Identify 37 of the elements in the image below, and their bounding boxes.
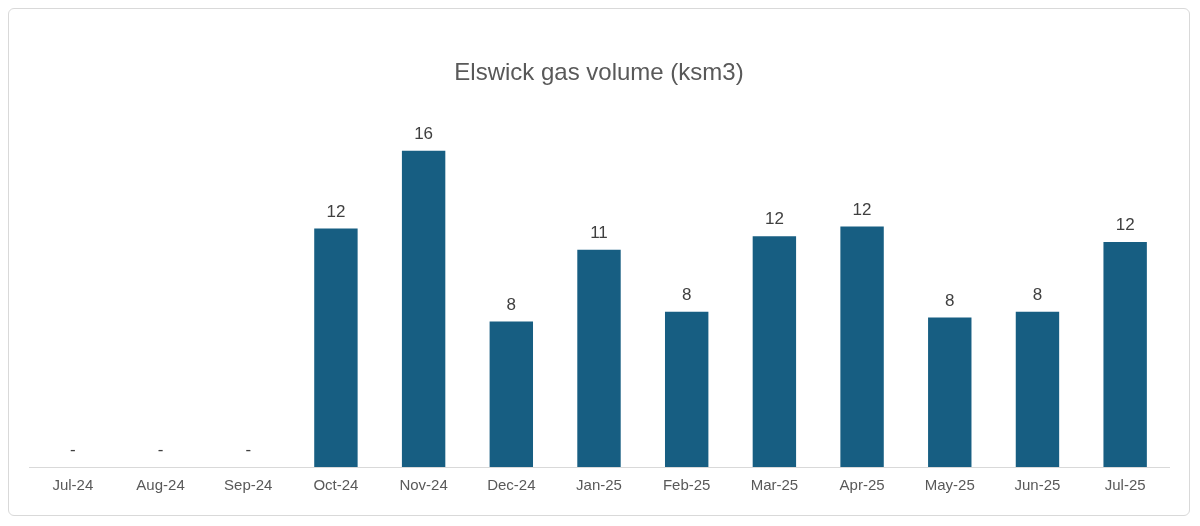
x-tick-label: Nov-24 (399, 476, 448, 494)
x-tick-label: Sep-24 (224, 476, 273, 494)
x-tick-label: Mar-25 (750, 476, 799, 494)
data-label: 11 (590, 222, 608, 242)
data-label: 8 (681, 284, 692, 304)
x-tick-label: Feb-25 (662, 476, 711, 494)
data-label: - (157, 440, 164, 460)
bar (489, 321, 534, 467)
x-tick-label: Jul-25 (1104, 476, 1146, 494)
x-tick-label: Dec-24 (487, 476, 536, 494)
bar (401, 150, 446, 467)
bar (577, 249, 621, 467)
bar (928, 317, 972, 467)
data-label: - (70, 440, 76, 460)
data-label: 12 (852, 199, 872, 219)
bar (1103, 241, 1147, 467)
data-label: 16 (414, 123, 434, 143)
bar (1015, 311, 1060, 467)
data-label: 8 (945, 290, 955, 310)
x-tick-label: Jan-25 (576, 476, 622, 494)
data-label: - (245, 440, 252, 460)
x-tick-label: May-25 (924, 476, 975, 494)
x-tick-label: Jul-24 (52, 476, 94, 494)
x-tick-label: Jun-25 (1014, 476, 1061, 494)
data-label: 8 (506, 294, 517, 314)
data-label: 12 (1115, 215, 1135, 235)
chart-title: Elswick gas volume (ksm3) (454, 58, 744, 86)
bar (664, 311, 709, 467)
x-tick-label: Apr-25 (839, 476, 885, 494)
bar (314, 228, 358, 467)
bar (840, 226, 884, 467)
bar (752, 236, 797, 467)
x-tick-label: Aug-24 (136, 476, 185, 494)
data-label: 12 (764, 209, 784, 229)
data-label: 12 (326, 201, 346, 221)
x-tick-label: Oct-24 (313, 476, 359, 494)
data-label: 8 (1032, 284, 1043, 304)
